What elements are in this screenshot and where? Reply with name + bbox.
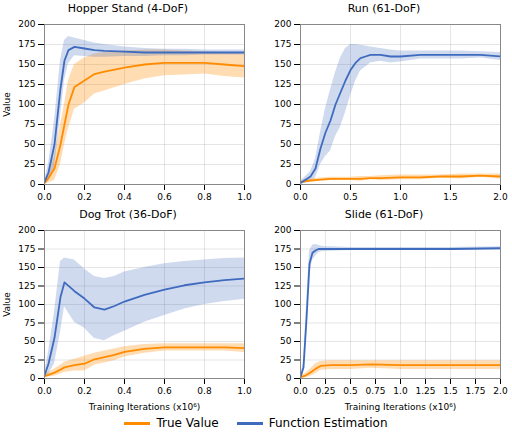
svg-text:150: 150	[18, 262, 35, 272]
svg-text:25: 25	[24, 159, 35, 169]
svg-text:200: 200	[274, 225, 291, 235]
svg-text:2.0: 2.0	[493, 192, 508, 202]
svg-text:50: 50	[280, 336, 292, 346]
svg-text:50: 50	[24, 139, 36, 149]
svg-text:Training Iterations (x10⁶): Training Iterations (x10⁶)	[88, 402, 201, 412]
svg-text:0.0: 0.0	[37, 386, 52, 396]
html-text:True Value: True Value	[156, 416, 219, 430]
svg-text:150: 150	[274, 262, 291, 272]
svg-text:200: 200	[18, 19, 35, 29]
svg-text:Value: Value	[2, 292, 12, 317]
svg-text:0.4: 0.4	[117, 386, 132, 396]
svg-text:0.0: 0.0	[293, 386, 308, 396]
svg-text:1.5: 1.5	[443, 192, 457, 202]
svg-text:0.75: 0.75	[365, 386, 385, 396]
html-text:Function Estimation: Function Estimation	[268, 416, 388, 430]
svg-text:0.5: 0.5	[343, 386, 357, 396]
svg-text:0: 0	[30, 373, 36, 383]
svg-text:1.0: 1.0	[237, 192, 252, 202]
svg-text:1.0: 1.0	[237, 386, 252, 396]
svg-text:125: 125	[18, 281, 35, 291]
svg-text:0.5: 0.5	[343, 192, 357, 202]
svg-text:Value: Value	[2, 92, 12, 117]
svg-text:0.4: 0.4	[117, 192, 132, 202]
svg-text:175: 175	[274, 39, 291, 49]
svg-text:1.0: 1.0	[393, 386, 408, 396]
svg-text:75: 75	[24, 318, 35, 328]
html-text:Run (61-DoF): Run (61-DoF)	[347, 2, 421, 15]
svg-text:0: 0	[30, 179, 36, 189]
svg-text:1.25: 1.25	[415, 386, 435, 396]
svg-text:175: 175	[274, 244, 291, 254]
svg-text:0.0: 0.0	[37, 192, 52, 202]
svg-text:150: 150	[274, 59, 291, 69]
svg-text:0.8: 0.8	[197, 192, 212, 202]
svg-text:200: 200	[274, 19, 291, 29]
svg-text:175: 175	[18, 244, 35, 254]
svg-text:0.25: 0.25	[315, 386, 335, 396]
svg-text:200: 200	[18, 225, 35, 235]
svg-text:0.2: 0.2	[77, 386, 91, 396]
html-text:Slide (61-DoF): Slide (61-DoF)	[344, 208, 424, 221]
svg-text:150: 150	[18, 59, 35, 69]
svg-text:100: 100	[274, 299, 291, 309]
svg-text:75: 75	[24, 119, 35, 129]
svg-text:0.8: 0.8	[197, 386, 212, 396]
svg-text:1.5: 1.5	[443, 386, 457, 396]
svg-text:75: 75	[280, 119, 291, 129]
svg-text:25: 25	[280, 159, 291, 169]
svg-text:50: 50	[280, 139, 292, 149]
svg-text:2.0: 2.0	[493, 386, 508, 396]
svg-text:50: 50	[24, 336, 36, 346]
svg-text:Training Iterations (x10⁶): Training Iterations (x10⁶)	[344, 402, 457, 412]
svg-text:25: 25	[280, 355, 291, 365]
svg-text:0.2: 0.2	[77, 192, 91, 202]
svg-text:100: 100	[274, 99, 291, 109]
svg-text:125: 125	[18, 79, 35, 89]
svg-text:125: 125	[274, 79, 291, 89]
svg-text:125: 125	[274, 281, 291, 291]
svg-text:100: 100	[18, 99, 35, 109]
svg-text:175: 175	[18, 39, 35, 49]
svg-text:1.0: 1.0	[393, 192, 408, 202]
svg-text:25: 25	[24, 355, 35, 365]
svg-text:1.75: 1.75	[465, 386, 485, 396]
html-text:Dog Trot (36-DoF): Dog Trot (36-DoF)	[79, 208, 177, 221]
svg-text:75: 75	[280, 318, 291, 328]
svg-text:0.6: 0.6	[157, 386, 172, 396]
html-text:Hopper Stand (4-DoF): Hopper Stand (4-DoF)	[67, 2, 189, 15]
svg-text:0.6: 0.6	[157, 192, 172, 202]
svg-text:0.0: 0.0	[293, 192, 308, 202]
svg-text:100: 100	[18, 299, 35, 309]
svg-text:0: 0	[286, 179, 292, 189]
svg-text:0: 0	[286, 373, 292, 383]
